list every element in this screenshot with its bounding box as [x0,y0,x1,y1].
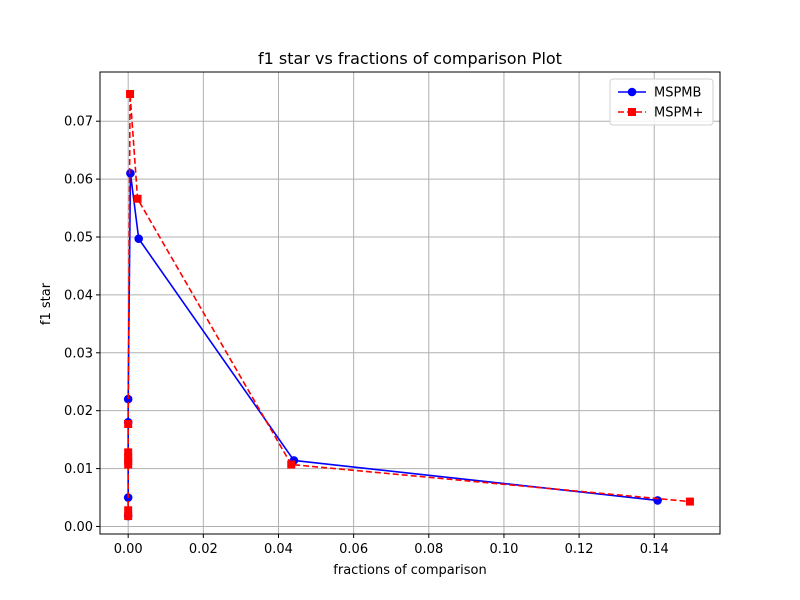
x-tick-label: 0.00 [114,542,143,557]
y-tick-label: 0.05 [64,231,93,246]
data-point-mspm [124,448,133,457]
y-tick-label: 0.07 [64,115,93,130]
chart-title: f1 star vs fractions of comparison Plot [258,49,562,68]
x-tick-label: 0.10 [489,542,518,557]
data-point-mspm [685,497,694,506]
y-tick-label: 0.04 [64,288,93,303]
data-point-mspm [126,90,135,98]
legend: MSPMB MSPM+ [609,78,714,126]
ticks: 0.00 0.02 0.04 0.06 0.08 0.10 0.12 0.14 0.00 0.01… [64,115,669,557]
y-tick-label: 0.02 [64,404,93,419]
data-point-mspmb [126,169,135,178]
data-point-mspmb [134,234,144,244]
data-point-mspm [124,420,133,428]
data-point-mspm [124,457,133,466]
data-point-mspm [124,512,133,521]
legend-marker-mspmb [627,87,637,97]
x-tick-label: 0.06 [339,542,368,557]
data-point-mspmb [653,496,662,505]
legend-label-mspmb: MSPMB [654,86,701,101]
y-tick-label: 0.06 [64,173,93,188]
x-tick-label: 0.14 [640,542,669,557]
x-tick-label: 0.02 [189,542,218,557]
data-point-mspm [124,453,133,461]
legend-marker-mspm [628,108,636,116]
data-point-mspm [287,460,296,469]
legend-label-mspm: MSPM+ [654,106,703,121]
y-tick-label: 0.03 [64,346,93,361]
x-tick-label: 0.08 [414,542,443,557]
data-point-mspmb [123,394,133,404]
data-point-mspm [133,194,142,203]
x-tick-label: 0.12 [565,542,594,557]
plot-frame [99,71,721,535]
data-point-mspm [124,506,133,515]
x-axis-title: fractions of comparison [333,563,486,578]
y-axis-title: f1 star [39,282,54,325]
y-tick-label: 0.01 [64,462,93,477]
y-tick-label: 0.00 [64,520,93,535]
series-layer [123,90,694,521]
grid [100,72,720,534]
x-tick-label: 0.04 [264,542,293,557]
